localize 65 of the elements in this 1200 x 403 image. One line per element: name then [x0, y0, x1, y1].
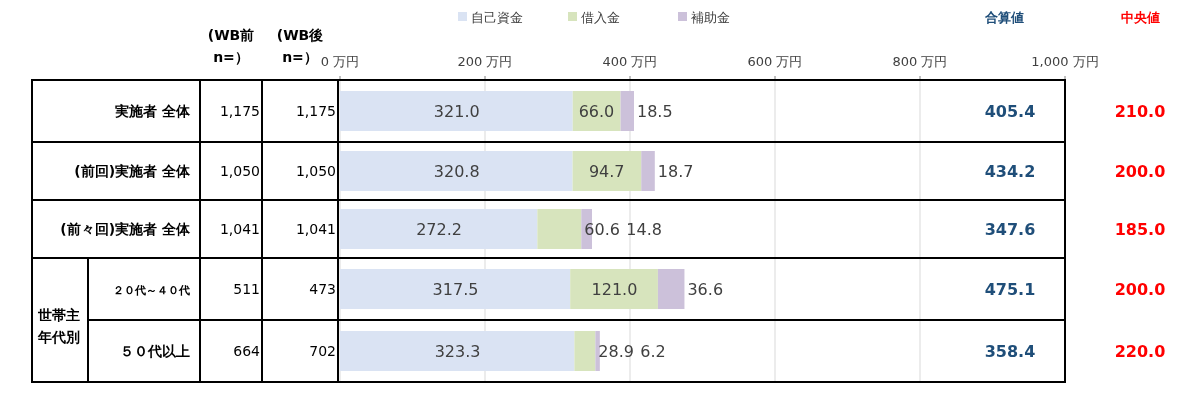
text: 358.4: [984, 342, 1036, 361]
text: 702: [309, 343, 336, 359]
bar: [657, 269, 685, 309]
data-label: 36.6: [687, 280, 724, 299]
text: 中央値: [1120, 10, 1160, 25]
data-label: 323.3: [434, 342, 481, 361]
text: 1,050: [219, 163, 260, 179]
data-label: 320.8: [433, 162, 480, 181]
x2-tick-label: 200 万円: [457, 54, 513, 69]
x2-tick-label: 600 万円: [747, 54, 803, 69]
bar: [595, 331, 600, 371]
text: 世帯主年代別: [37, 307, 80, 345]
data-label: 28.9: [598, 342, 634, 361]
data-label: 18.7: [657, 162, 694, 181]
text: 434.2: [984, 162, 1036, 181]
text: (WB前 n=）: [207, 27, 255, 65]
text: 210.0: [1114, 102, 1166, 121]
text: 1,041: [219, 221, 260, 237]
text: 200.0: [1114, 162, 1166, 181]
data-label: 272.2: [416, 220, 462, 239]
bar: [570, 269, 658, 309]
text: 220.0: [1114, 342, 1166, 361]
text: 511: [233, 281, 260, 297]
text: 664: [233, 343, 261, 359]
bar: [340, 91, 573, 131]
data-label: 317.5: [432, 280, 479, 299]
data-label: 121.0: [591, 280, 638, 299]
bar: [620, 91, 634, 131]
bar: [340, 331, 575, 371]
bar: [537, 209, 582, 249]
bar: [340, 209, 538, 249]
text: 1,175: [295, 103, 336, 119]
y-tick-label: ２０代～４０代: [113, 284, 190, 297]
data-label: 60.6: [584, 220, 620, 239]
x2-tick-label: 1,000 万円: [1031, 54, 1099, 69]
text: 1,050: [295, 163, 336, 179]
bar: [641, 151, 655, 191]
data-label: 66.0: [578, 102, 615, 121]
text: 347.6: [984, 220, 1036, 239]
data-label: 94.7: [588, 162, 625, 181]
legend-label: 補助金: [691, 10, 730, 25]
bar: [340, 151, 573, 191]
data-label: 14.8: [626, 220, 662, 239]
data-label: 321.0: [433, 102, 480, 121]
y-tick-label: (前回)実施者 全体: [74, 163, 191, 179]
x2-tick-label: 800 万円: [892, 54, 948, 69]
text: 473: [309, 281, 336, 297]
text: 合算値: [983, 10, 1024, 25]
legend-label: 借入金: [581, 10, 620, 25]
legend-label: 自己資金: [471, 10, 523, 25]
text: 405.4: [984, 102, 1036, 121]
x2-tick-label: 400 万円: [602, 54, 658, 69]
data-label: 6.2: [640, 342, 666, 361]
bar: [572, 151, 642, 191]
text: 475.1: [984, 280, 1036, 299]
text: 200.0: [1114, 280, 1166, 299]
text: 1,175: [219, 103, 260, 119]
y-tick-label: (前々回)実施者 全体: [60, 221, 191, 237]
bar: [574, 331, 596, 371]
bar: [340, 269, 571, 309]
text: 1,041: [295, 221, 336, 237]
y-tick-label: ５０代以上: [120, 343, 190, 359]
y-tick-label: 実施者 全体: [115, 103, 191, 119]
data-label: 18.5: [636, 102, 673, 121]
text: 185.0: [1114, 220, 1166, 239]
